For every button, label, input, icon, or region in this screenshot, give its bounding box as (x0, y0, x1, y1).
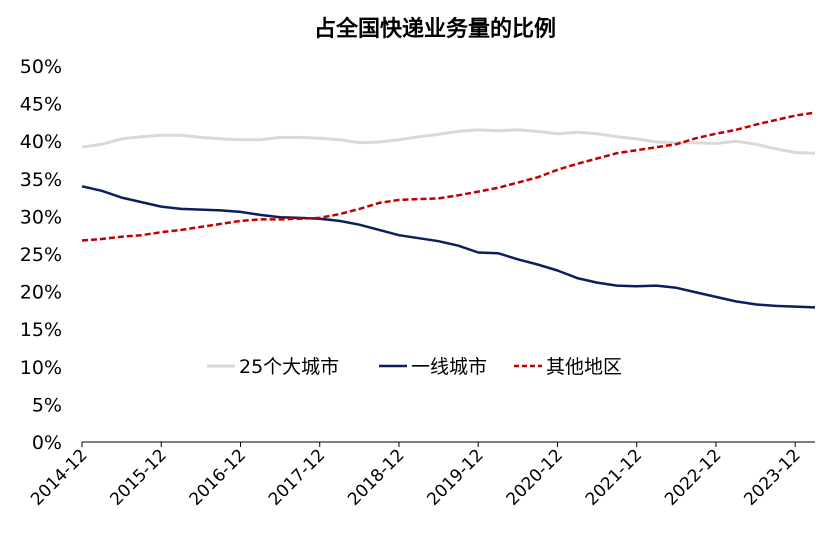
legend-label: 其他地区 (546, 356, 622, 378)
y-tick-label: 20% (20, 282, 62, 304)
x-tick-label: 2014-12 (27, 445, 91, 509)
y-tick-label: 30% (20, 206, 62, 228)
x-tick-label: 2021-12 (582, 445, 646, 509)
series-line (81, 185, 816, 309)
y-tick-label: 40% (20, 131, 62, 153)
x-tick-label: 2019-12 (423, 445, 487, 509)
y-tick-label: 50% (20, 56, 62, 78)
x-tick-label: 2020-12 (503, 445, 567, 509)
legend-label: 一线城市 (411, 356, 487, 378)
series-line (81, 111, 816, 242)
legend: 25个大城市 一线城市 其他地区 (207, 356, 622, 378)
x-tick-label: 2016-12 (186, 445, 250, 509)
x-tick-label: 2017-12 (265, 445, 329, 509)
y-tick-label: 45% (20, 94, 62, 116)
y-tick-label: 25% (20, 244, 62, 266)
legend-label: 25个大城市 (239, 356, 339, 378)
y-axis: 0% 5% 10% 15% 20% 25% 30% 35% 40% 45% 50% (20, 56, 62, 454)
y-tick-label: 10% (20, 357, 62, 379)
series-line (81, 128, 816, 155)
chart-title: 占全国快递业务量的比例 (314, 16, 556, 42)
x-tick-label: 2022-12 (661, 445, 725, 509)
y-tick-label: 15% (20, 319, 62, 341)
y-tick-label: 5% (32, 394, 62, 416)
x-tick-label: 2023-12 (740, 445, 804, 509)
x-axis: 2014-12 2015-12 2016-12 2017-12 2018-12 2019-… (27, 441, 815, 510)
y-tick-label: 35% (20, 169, 62, 191)
x-tick-label: 2015-12 (106, 445, 170, 509)
series-layer (81, 111, 816, 309)
x-tick-label: 2018-12 (344, 445, 408, 509)
y-tick-label: 0% (32, 432, 62, 454)
